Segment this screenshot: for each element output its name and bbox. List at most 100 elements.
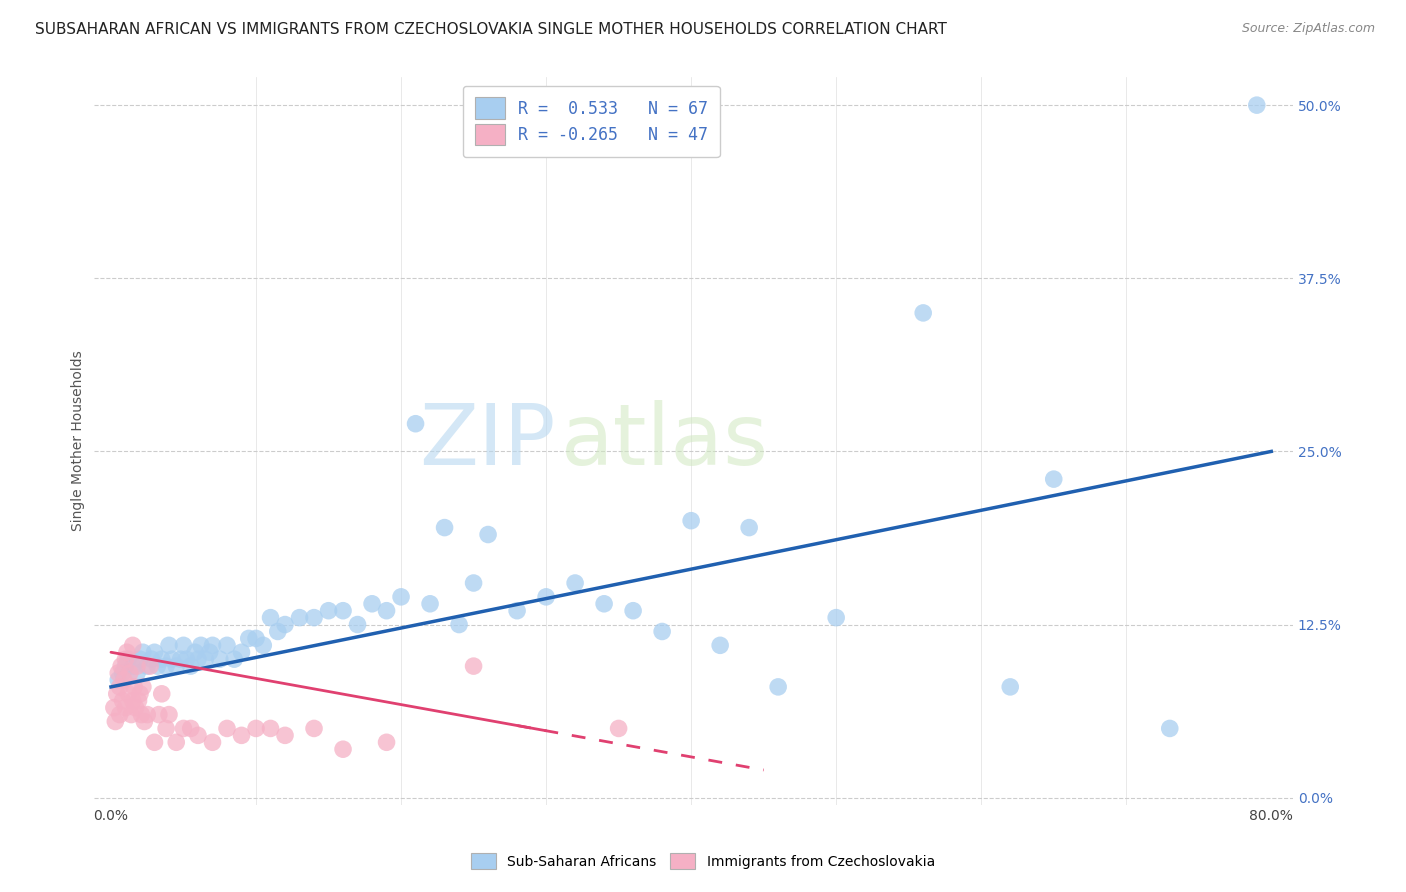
- Point: [127, 666, 149, 681]
- Point: [103, 700, 125, 714]
- Point: [224, 652, 246, 666]
- Point: [104, 714, 127, 729]
- Point: [332, 604, 354, 618]
- Point: [1159, 722, 1181, 736]
- Point: [124, 700, 146, 714]
- Point: [593, 597, 616, 611]
- Point: [1042, 472, 1064, 486]
- Point: [105, 687, 128, 701]
- Point: [463, 576, 485, 591]
- Point: [259, 610, 281, 624]
- Point: [120, 707, 142, 722]
- Point: [136, 707, 159, 722]
- Point: [477, 527, 499, 541]
- Point: [146, 659, 169, 673]
- Point: [155, 659, 177, 673]
- Point: [215, 722, 238, 736]
- Point: [1246, 98, 1268, 112]
- Point: [1000, 680, 1022, 694]
- Legend: Sub-Saharan Africans, Immigrants from Czechoslovakia: Sub-Saharan Africans, Immigrants from Cz…: [464, 847, 942, 876]
- Point: [252, 638, 274, 652]
- Point: [215, 638, 238, 652]
- Point: [107, 666, 129, 681]
- Point: [127, 659, 149, 673]
- Text: atlas: atlas: [561, 400, 769, 483]
- Point: [121, 694, 143, 708]
- Point: [375, 604, 398, 618]
- Point: [165, 659, 187, 673]
- Point: [160, 652, 183, 666]
- Point: [651, 624, 673, 639]
- Point: [129, 687, 152, 701]
- Point: [121, 659, 143, 673]
- Point: [107, 673, 129, 687]
- Point: [332, 742, 354, 756]
- Point: [117, 652, 139, 666]
- Point: [110, 659, 132, 673]
- Point: [115, 645, 138, 659]
- Point: [128, 694, 150, 708]
- Point: [194, 652, 217, 666]
- Text: ZIP: ZIP: [419, 400, 555, 483]
- Point: [190, 638, 212, 652]
- Point: [173, 638, 195, 652]
- Point: [231, 728, 253, 742]
- Point: [180, 722, 202, 736]
- Point: [433, 520, 456, 534]
- Point: [245, 632, 267, 646]
- Point: [681, 514, 703, 528]
- Point: [607, 722, 630, 736]
- Point: [825, 610, 848, 624]
- Point: [134, 714, 156, 729]
- Point: [449, 617, 471, 632]
- Point: [165, 735, 187, 749]
- Point: [139, 659, 162, 673]
- Point: [208, 652, 231, 666]
- Point: [274, 617, 297, 632]
- Point: [198, 645, 221, 659]
- Point: [117, 687, 139, 701]
- Point: [405, 417, 427, 431]
- Point: [274, 728, 297, 742]
- Point: [187, 728, 209, 742]
- Point: [506, 604, 529, 618]
- Point: [132, 680, 155, 694]
- Point: [534, 590, 557, 604]
- Point: [389, 590, 412, 604]
- Point: [231, 645, 253, 659]
- Point: [463, 659, 485, 673]
- Point: [143, 735, 166, 749]
- Point: [187, 652, 209, 666]
- Point: [375, 735, 398, 749]
- Point: [114, 652, 136, 666]
- Point: [361, 597, 384, 611]
- Point: [176, 652, 198, 666]
- Legend: R =  0.533   N = 67, R = -0.265   N = 47: R = 0.533 N = 67, R = -0.265 N = 47: [463, 86, 720, 157]
- Point: [169, 652, 191, 666]
- Point: [150, 687, 173, 701]
- Point: [621, 604, 644, 618]
- Point: [132, 645, 155, 659]
- Point: [180, 659, 202, 673]
- Point: [419, 597, 441, 611]
- Point: [766, 680, 789, 694]
- Point: [238, 632, 260, 646]
- Point: [288, 610, 311, 624]
- Point: [143, 645, 166, 659]
- Text: SUBSAHARAN AFRICAN VS IMMIGRANTS FROM CZECHOSLOVAKIA SINGLE MOTHER HOUSEHOLDS CO: SUBSAHARAN AFRICAN VS IMMIGRANTS FROM CZ…: [35, 22, 948, 37]
- Text: Source: ZipAtlas.com: Source: ZipAtlas.com: [1241, 22, 1375, 36]
- Point: [259, 722, 281, 736]
- Point: [129, 652, 152, 666]
- Point: [173, 722, 195, 736]
- Point: [564, 576, 586, 591]
- Point: [108, 707, 131, 722]
- Point: [114, 700, 136, 714]
- Point: [108, 680, 131, 694]
- Point: [912, 306, 935, 320]
- Point: [302, 722, 325, 736]
- Point: [150, 652, 173, 666]
- Point: [131, 707, 153, 722]
- Point: [157, 638, 180, 652]
- Point: [111, 666, 134, 681]
- Point: [738, 520, 761, 534]
